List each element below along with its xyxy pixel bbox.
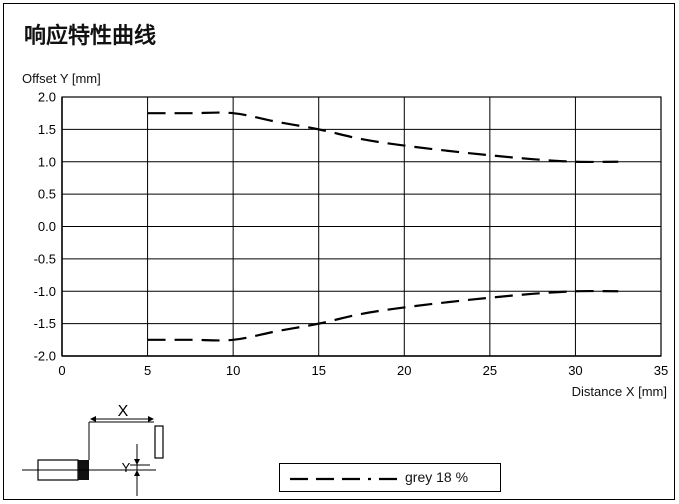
y-tick-label: 1.5 [38, 122, 56, 137]
legend-line-sample [290, 477, 400, 481]
tick-labels: 0 5 10 15 20 25 30 35 2.0 1.5 1.0 0.5 0.0 -0.5 -1.0 -1.… [34, 90, 669, 379]
x-tick-label: 25 [483, 363, 497, 378]
chart-title: 响应特性曲线 [24, 24, 157, 49]
y-tick-label: 1.0 [38, 154, 56, 169]
series-line-lower [147, 289, 619, 342]
diagram-label-y: Y [122, 460, 131, 475]
x-tick-label: 0 [58, 363, 65, 378]
target-plate [154, 425, 164, 459]
x-axis-label: Distance X [mm] [571, 384, 667, 399]
x-tick-label: 10 [226, 363, 240, 378]
y-tick-label: -2.0 [34, 349, 56, 364]
x-tick-label: 5 [144, 363, 151, 378]
diagram-label-x: X [118, 403, 129, 420]
chart-frame: 0 5 10 15 20 25 30 35 2.0 1.5 1.0 0.5 0.0 -0.5 -1.0 -1.… [3, 3, 675, 500]
y-tick-label: -1.5 [34, 316, 56, 331]
y-axis-label: Offset Y [mm] [22, 71, 101, 86]
plot-area [61, 96, 662, 357]
y-tick-label: 0.0 [38, 219, 56, 234]
x-tick-label: 35 [654, 363, 668, 378]
grid [61, 96, 662, 357]
y-tick-label: -0.5 [34, 251, 56, 266]
chart-canvas: 0 5 10 15 20 25 30 35 2.0 1.5 1.0 0.5 0.0 -0.5 -1.0 -1.… [22, 90, 669, 496]
x-tick-label: 20 [397, 363, 411, 378]
legend: grey 18 % [279, 463, 501, 492]
series-line-upper [147, 111, 619, 164]
legend-label: grey 18 % [405, 469, 469, 485]
series-lines [147, 111, 619, 342]
y-tick-label: 2.0 [38, 90, 56, 105]
sensor-diagram: X Y [22, 403, 164, 496]
y-tick-label: -1.0 [34, 284, 56, 299]
x-tick-label: 15 [311, 363, 325, 378]
y-tick-label: 0.5 [38, 187, 56, 202]
x-tick-label: 30 [568, 363, 582, 378]
